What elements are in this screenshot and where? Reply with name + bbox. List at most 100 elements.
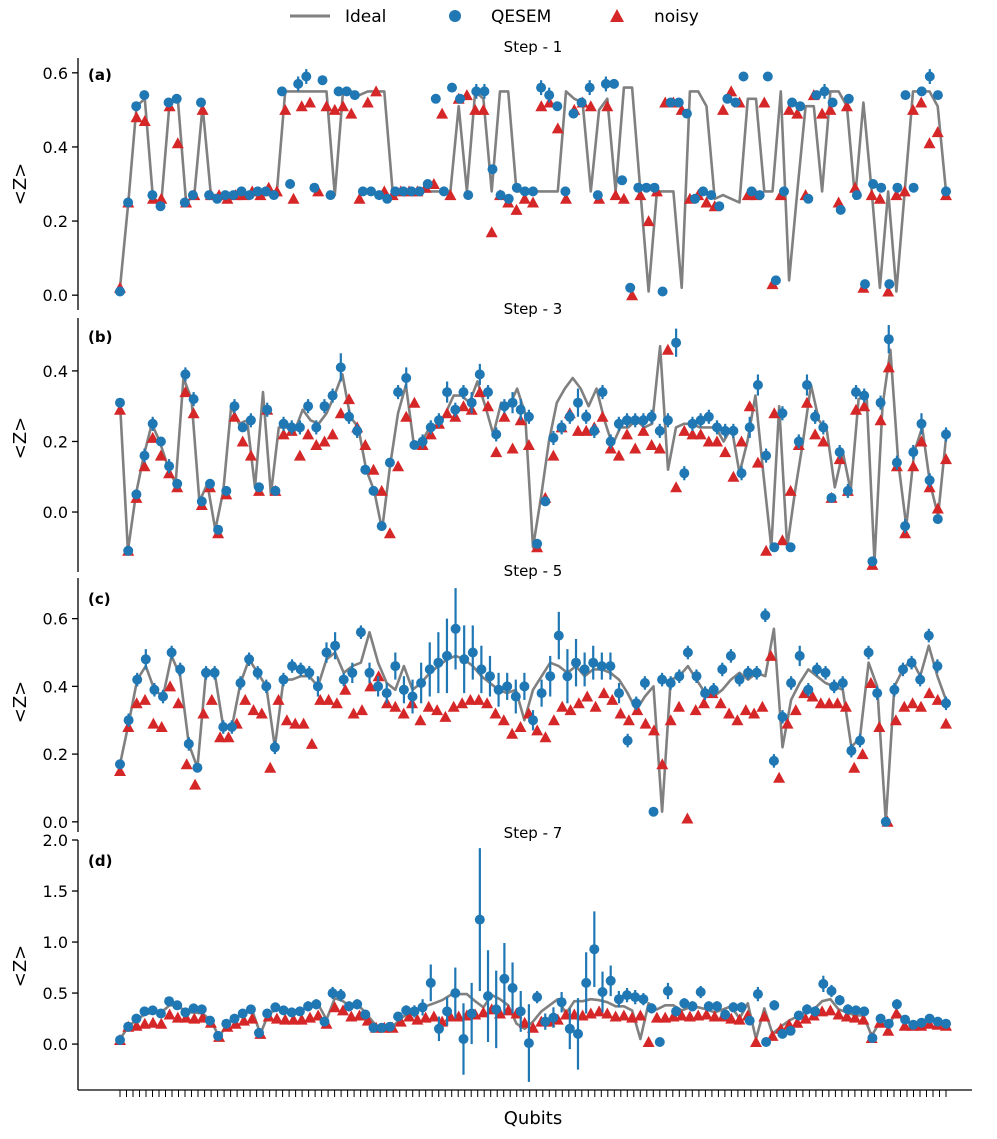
qesem-point <box>140 654 151 665</box>
qesem-point <box>417 1002 428 1013</box>
qesem-point <box>802 380 812 390</box>
noisy-point <box>882 1024 895 1036</box>
qesem-point <box>638 994 649 1005</box>
qesem-point <box>171 93 182 104</box>
qesem-point <box>205 1015 215 1026</box>
noisy-point <box>694 428 707 440</box>
noisy-point <box>339 683 352 695</box>
qesem-point <box>123 1021 134 1032</box>
noisy-point <box>606 693 619 705</box>
noisy-point <box>477 103 490 115</box>
qesem-point <box>209 667 220 678</box>
noisy-point <box>431 704 444 716</box>
qesem-point <box>474 914 485 925</box>
qesem-point <box>691 671 702 682</box>
noisy-point <box>295 100 308 112</box>
qesem-point <box>523 1038 534 1049</box>
qesem-point <box>179 197 190 208</box>
noisy-point <box>751 456 764 468</box>
qesem-point <box>515 404 526 415</box>
qesem-point <box>779 186 789 197</box>
qesem-point <box>883 334 894 345</box>
qesem-point <box>671 1006 682 1017</box>
qesem-point <box>229 401 240 412</box>
qesem-point <box>560 186 571 197</box>
qesem-point <box>425 422 436 433</box>
qesem-point <box>196 1004 207 1015</box>
qesem-point <box>855 735 865 746</box>
qesem-point <box>581 411 592 422</box>
qesem-point <box>671 337 682 348</box>
noisy-point <box>621 428 633 440</box>
noisy-point <box>609 1010 622 1022</box>
noisy-point <box>318 435 331 447</box>
noisy-point <box>287 1013 300 1025</box>
qesem-point <box>536 82 547 93</box>
qesem-point <box>115 286 125 297</box>
qesem-point <box>414 186 425 197</box>
qesem-point <box>649 182 660 193</box>
qesem-point <box>519 681 530 692</box>
qesem-point <box>384 1021 395 1032</box>
noisy-point <box>645 439 658 450</box>
qesem-point <box>681 108 692 119</box>
noisy-point <box>686 428 699 440</box>
qesem-point <box>630 992 641 1003</box>
qesem-point <box>123 197 134 208</box>
qesem-point <box>835 204 846 215</box>
qesem-point <box>155 201 166 212</box>
noisy-point <box>361 1014 374 1026</box>
qesem-point <box>115 1035 125 1045</box>
qesem-point <box>235 678 246 688</box>
panel-a-axes: 0.0 0.2 0.4 0.6 <box>43 58 952 310</box>
noisy-point <box>383 527 396 539</box>
qesem-point <box>341 86 352 97</box>
noisy-point <box>727 470 740 482</box>
qesem-point <box>277 86 287 97</box>
noisy-point <box>758 96 771 108</box>
qesem-point <box>327 988 338 999</box>
noisy-point <box>840 100 853 112</box>
y-tick-label: 0.6 <box>43 610 68 629</box>
noisy-point <box>510 203 523 215</box>
qesem-point <box>425 977 436 988</box>
noisy-point <box>497 714 510 726</box>
noisy-point <box>840 1010 853 1022</box>
qesem-point <box>172 478 183 489</box>
qesem-point <box>438 186 449 197</box>
qesem-point <box>376 1022 387 1033</box>
qesem-point <box>736 1002 747 1013</box>
qesem-point <box>450 404 461 415</box>
noisy-point <box>356 704 368 716</box>
noisy-point <box>923 137 936 149</box>
qesem-point <box>605 661 616 672</box>
qesem-point <box>613 418 624 429</box>
qesem-point <box>360 1009 371 1020</box>
qesem-point <box>304 667 315 678</box>
qesem-point <box>471 86 482 97</box>
qesem-point <box>317 75 328 86</box>
qesem-point <box>503 193 514 204</box>
y-tick-label: 0.4 <box>43 677 68 696</box>
qesem-point <box>507 397 518 408</box>
qesem-point <box>717 664 728 675</box>
noisy-point <box>832 1008 845 1020</box>
noisy-point <box>189 778 202 790</box>
qesem-point <box>687 418 698 429</box>
noisy-point <box>272 693 285 705</box>
noisy-point <box>702 435 715 447</box>
y-tick-label: 1.5 <box>43 882 68 901</box>
noisy-point <box>326 428 339 440</box>
qesem-point <box>139 1006 150 1017</box>
qesem-point <box>149 684 160 695</box>
panel-c-title: Step - 5 <box>504 562 563 580</box>
noisy-point <box>422 700 435 712</box>
qesem-point <box>786 678 797 688</box>
qesem-point <box>811 664 822 675</box>
qesem-point <box>344 411 354 422</box>
qesem-point <box>303 401 314 412</box>
qesem-point <box>564 411 575 422</box>
qesem-point <box>188 1003 199 1014</box>
qesem-point <box>794 650 805 661</box>
noisy-point <box>372 670 385 682</box>
